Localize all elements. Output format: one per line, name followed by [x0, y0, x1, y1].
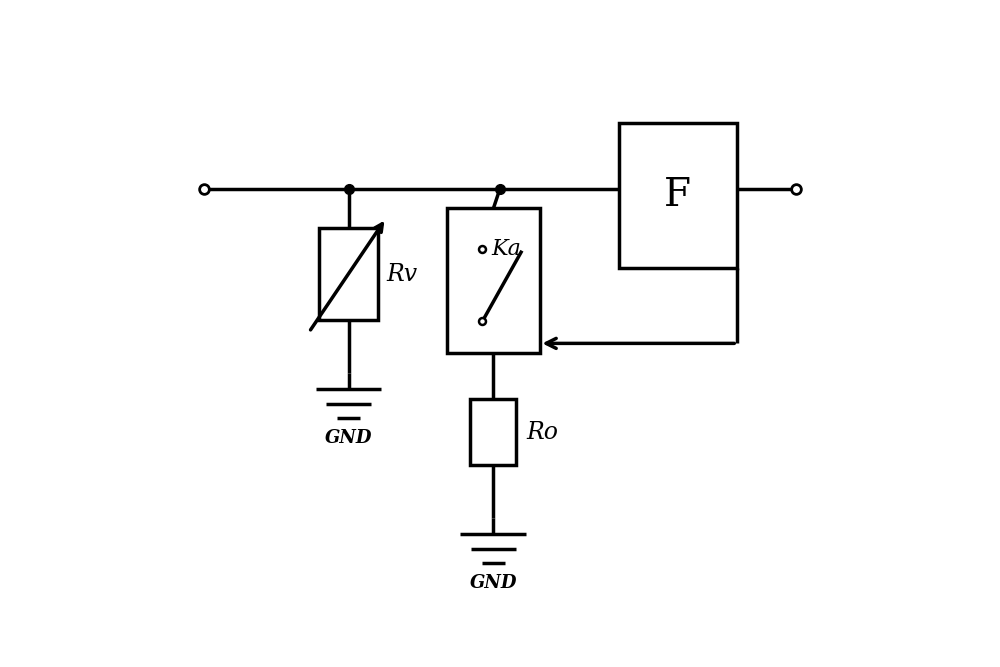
- Text: F: F: [664, 177, 691, 213]
- Bar: [319, 228, 378, 320]
- Bar: [447, 208, 540, 354]
- Text: Rv: Rv: [386, 263, 417, 285]
- Text: GND: GND: [470, 574, 517, 592]
- Text: GND: GND: [325, 429, 372, 447]
- Bar: [470, 400, 516, 466]
- Bar: [619, 123, 737, 267]
- Text: Ro: Ro: [526, 421, 558, 444]
- Text: Ka: Ka: [492, 238, 521, 260]
